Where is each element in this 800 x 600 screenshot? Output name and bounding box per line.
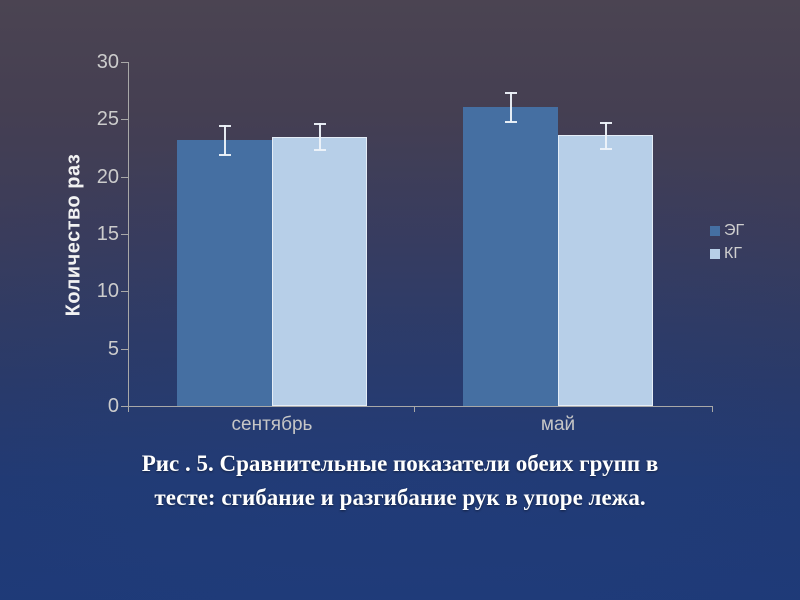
- y-tick-label: 0: [107, 395, 119, 417]
- figure-caption-line-2: тесте: сгибание и разгибание рук в упоре…: [154, 485, 646, 510]
- legend-item-КГ: КГ: [710, 245, 744, 262]
- error-bar-cap-top: [313, 122, 326, 125]
- error-bar-ЭГ-май: [509, 91, 512, 122]
- bar-chart: Количество раз ЭГ КГ 0 5 10 15 20 25 30 сентябрь…: [63, 51, 745, 435]
- figure-caption-line-1: Рис . 5. Сравнительные показатели обеих …: [141, 451, 659, 476]
- x-axis-line: [128, 406, 713, 407]
- y-tick-label: 25: [96, 108, 119, 131]
- y-axis-tick: [121, 406, 128, 407]
- y-axis-tick: [121, 291, 128, 293]
- bar-ЭГ-сентябрь: [177, 139, 272, 406]
- error-bar-ЭГ-сентябрь: [223, 125, 226, 155]
- y-axis-tick: [121, 176, 128, 178]
- legend-swatch-icon: [710, 225, 720, 236]
- error-bar-cap-top: [599, 121, 612, 124]
- error-bar-cap-bottom: [218, 153, 231, 156]
- chart-legend: ЭГ КГ: [710, 222, 744, 268]
- error-bar-КГ-сентябрь: [318, 122, 321, 151]
- x-axis-tick: [712, 407, 713, 412]
- legend-item-ЭГ: ЭГ: [710, 222, 744, 239]
- error-bar-КГ-май: [604, 121, 607, 150]
- error-bar-cap-bottom: [504, 120, 517, 123]
- y-axis-line: [128, 62, 129, 406]
- figure-caption: Рис . 5. Сравнительные показатели обеих …: [0, 447, 800, 515]
- legend-swatch-icon: [710, 248, 720, 259]
- y-axis-tick: [121, 348, 128, 350]
- error-bar-cap-bottom: [599, 148, 612, 151]
- y-tick-label: 20: [96, 165, 119, 188]
- bar-ЭГ-май: [463, 106, 558, 406]
- bar-КГ-май: [558, 135, 653, 406]
- x-category-label-май: май: [540, 414, 576, 435]
- error-bar-cap-bottom: [313, 149, 326, 152]
- y-tick-label: 15: [96, 223, 119, 245]
- error-bar-cap-top: [504, 91, 517, 94]
- bar-КГ-сентябрь: [272, 136, 367, 406]
- error-bar-cap-top: [218, 125, 231, 128]
- x-axis-tick: [128, 407, 129, 412]
- x-category-label-сентябрь: сентябрь: [231, 414, 313, 435]
- y-tick-label: 30: [96, 51, 119, 73]
- legend-label: ЭГ: [724, 222, 745, 239]
- x-axis-tick: [414, 407, 415, 412]
- y-axis-tick: [121, 119, 128, 121]
- y-axis-tick: [121, 234, 128, 235]
- y-tick-label: 5: [107, 337, 119, 360]
- legend-label: КГ: [724, 245, 742, 262]
- y-tick-label: 10: [96, 280, 119, 303]
- y-axis-tick: [121, 62, 128, 63]
